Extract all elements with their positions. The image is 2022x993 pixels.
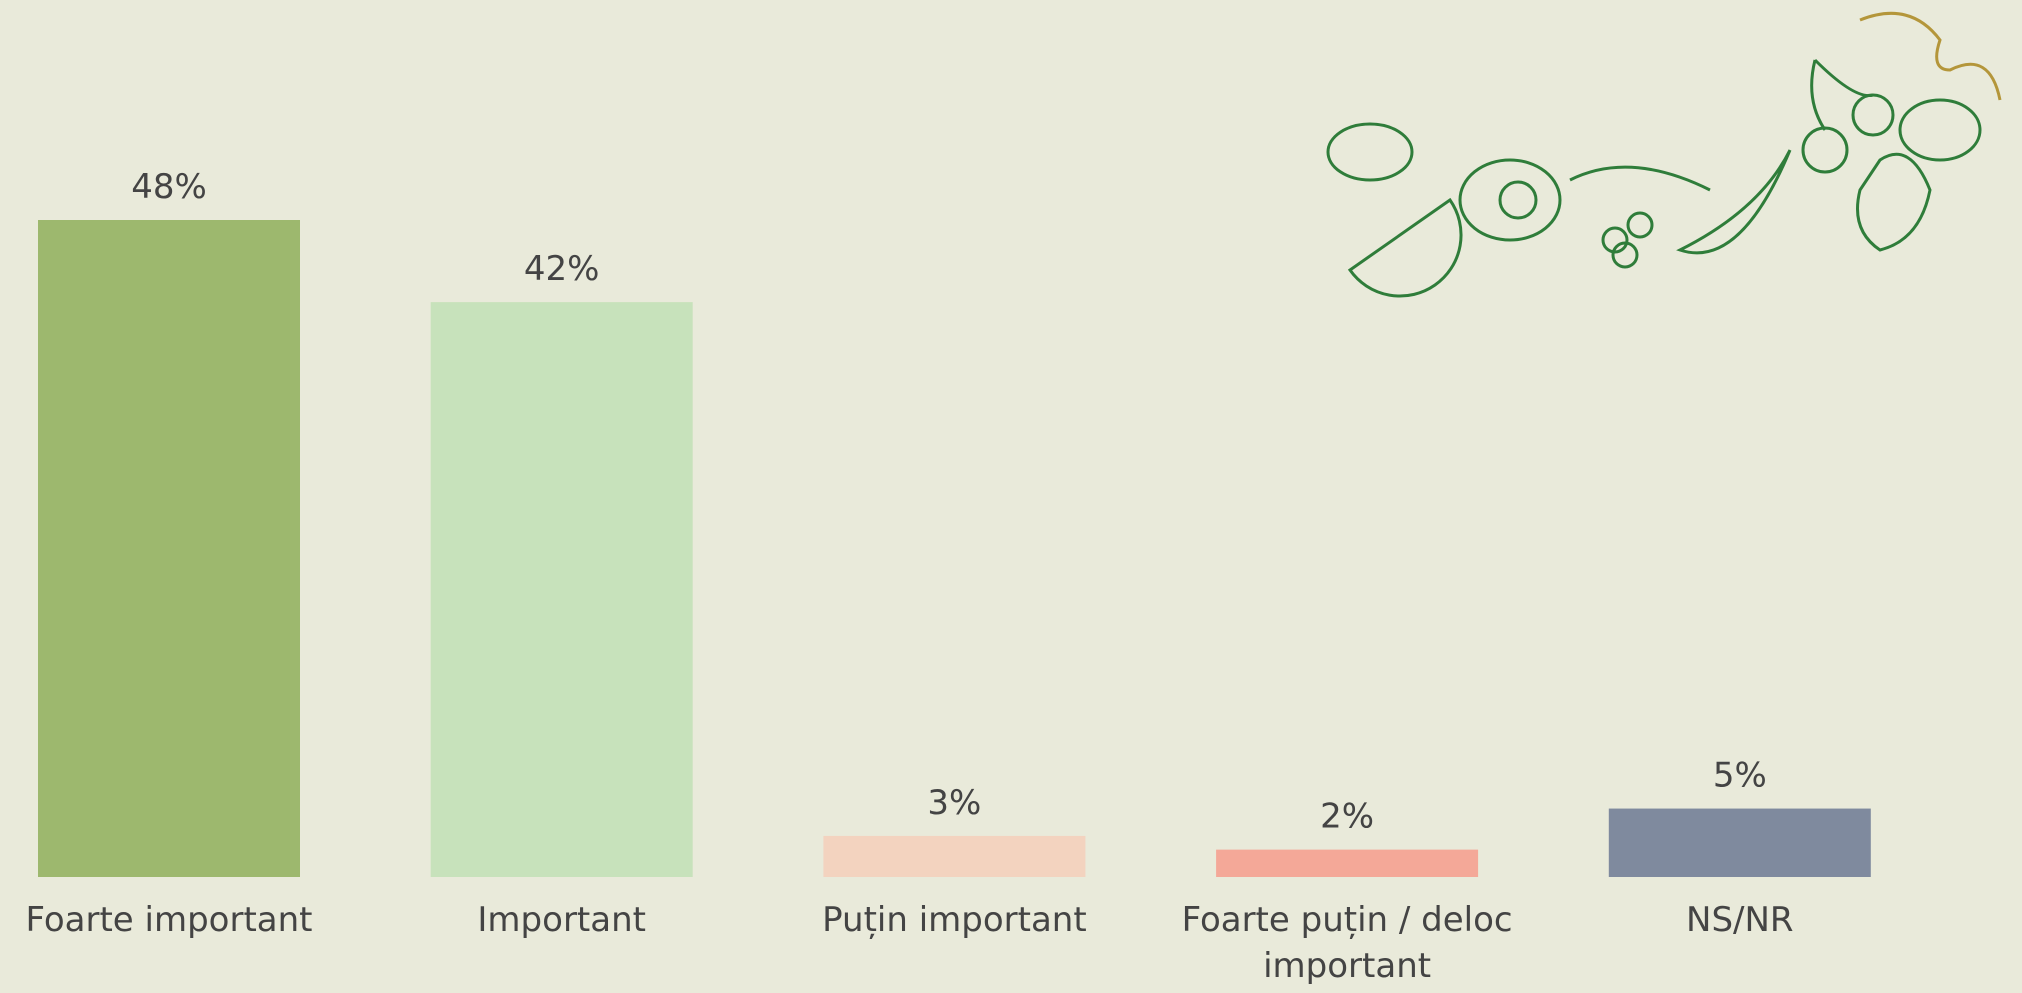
category-label: Foarte important xyxy=(25,900,313,940)
category-label: NS/NR xyxy=(1686,900,1794,940)
value-label: 3% xyxy=(927,783,981,823)
value-label: 42% xyxy=(524,249,600,289)
category-label: Puțin important xyxy=(822,900,1087,940)
bar xyxy=(38,220,300,877)
bar xyxy=(430,302,693,877)
decoration xyxy=(1326,11,2002,298)
category-label: Foarte puțin / deloc important xyxy=(1181,900,1513,986)
value-label: 5% xyxy=(1713,756,1767,796)
bar xyxy=(823,835,1086,877)
bar xyxy=(1608,808,1871,877)
bar xyxy=(1216,849,1479,877)
value-label: 48% xyxy=(131,167,207,207)
category-label: Important xyxy=(477,900,646,940)
value-label: 2% xyxy=(1320,797,1374,837)
